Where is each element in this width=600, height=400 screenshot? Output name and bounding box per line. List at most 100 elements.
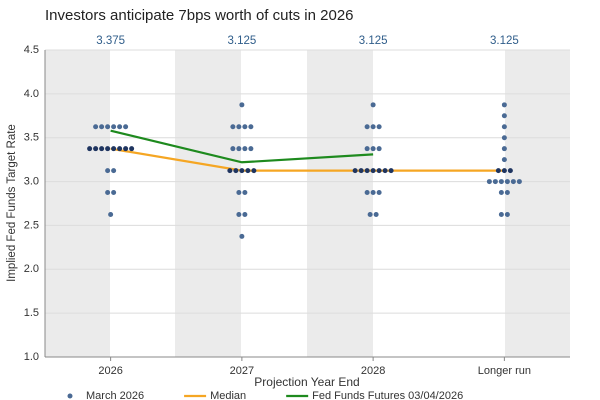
- dot: [370, 168, 376, 174]
- dot: [105, 168, 111, 174]
- dot: [501, 124, 507, 130]
- dot: [516, 179, 522, 185]
- y-axis-label: Implied Fed Funds Target Rate: [6, 124, 18, 282]
- x-tick-label: Longer run: [478, 365, 531, 377]
- dot: [492, 179, 498, 185]
- x-tick-label: 2026: [98, 365, 122, 377]
- median-label: 3.125: [227, 35, 256, 47]
- dot: [501, 102, 507, 108]
- dot: [376, 146, 382, 152]
- dot: [236, 146, 242, 152]
- dot: [364, 190, 370, 196]
- dot: [510, 179, 516, 185]
- dot: [105, 146, 111, 152]
- dot: [111, 168, 117, 174]
- dot: [236, 211, 242, 217]
- legend-swatch: [67, 393, 73, 399]
- dot: [504, 190, 510, 196]
- dot: [504, 179, 510, 185]
- dot: [501, 168, 507, 174]
- dot: [233, 168, 239, 174]
- dot: [230, 124, 236, 130]
- x-axis-label: Projection Year End: [254, 375, 359, 389]
- dot: [230, 146, 236, 152]
- band: [175, 50, 241, 357]
- dot: [105, 124, 111, 130]
- dot: [99, 124, 105, 130]
- dot: [93, 124, 99, 130]
- x-tick-label: 2028: [361, 365, 385, 377]
- dot: [236, 190, 242, 196]
- median-label: 3.125: [490, 35, 519, 47]
- dot: [486, 179, 492, 185]
- x-tick-label: 2027: [230, 365, 254, 377]
- dot: [111, 124, 117, 130]
- dot: [498, 190, 504, 196]
- dot: [382, 168, 388, 174]
- dot: [251, 168, 257, 174]
- y-tick-label: 1.5: [24, 307, 39, 319]
- y-tick-label: 2.5: [24, 219, 39, 231]
- dot: [117, 146, 123, 152]
- dot: [501, 157, 507, 163]
- y-tick-label: 3.5: [24, 132, 39, 144]
- dot: [352, 168, 358, 174]
- dot: [123, 146, 129, 152]
- dot: [242, 146, 248, 152]
- dot: [501, 146, 507, 152]
- dot: [227, 168, 233, 174]
- dot: [242, 124, 248, 130]
- band: [505, 50, 570, 357]
- dot: [501, 113, 507, 119]
- dot: [498, 211, 504, 217]
- chart-subtitle: Investors anticipate 7bps worth of cuts …: [45, 7, 354, 24]
- y-tick-label: 4.5: [24, 44, 39, 56]
- legend-label: March 2026: [86, 390, 144, 400]
- dot: [123, 124, 129, 130]
- dot: [507, 168, 513, 174]
- dot: [239, 168, 245, 174]
- dot: [111, 190, 117, 196]
- dot: [239, 102, 245, 108]
- dot: [236, 124, 242, 130]
- dot: [245, 168, 251, 174]
- dot: [239, 233, 245, 239]
- legend-label: Median: [210, 390, 246, 400]
- series-line: [110, 129, 374, 164]
- dot: [242, 190, 248, 196]
- dot: [364, 168, 370, 174]
- dot: [111, 146, 117, 152]
- dot: [364, 146, 370, 152]
- legend-label: Fed Funds Futures 03/04/2026: [312, 390, 463, 400]
- dot: [248, 124, 254, 130]
- dot: [242, 211, 248, 217]
- dot: [495, 168, 501, 174]
- dot: [376, 190, 382, 196]
- band: [307, 50, 373, 357]
- dot: [99, 146, 105, 152]
- dot: [108, 211, 114, 217]
- dot: [373, 211, 379, 217]
- series-line: [110, 147, 505, 172]
- dot: [117, 124, 123, 130]
- dot: [93, 146, 99, 152]
- dot: [501, 135, 507, 141]
- dot: [370, 102, 376, 108]
- y-tick-label: 1.0: [24, 351, 39, 363]
- dot: [129, 146, 135, 152]
- median-label: 3.125: [359, 35, 388, 47]
- dot: [358, 168, 364, 174]
- dot: [376, 168, 382, 174]
- dot: [367, 211, 373, 217]
- dot: [248, 146, 254, 152]
- median-label: 3.375: [96, 35, 125, 47]
- dot: [364, 124, 370, 130]
- dot: [504, 211, 510, 217]
- dot: [105, 190, 111, 196]
- dot: [87, 146, 93, 152]
- dot: [370, 124, 376, 130]
- dot: [498, 179, 504, 185]
- y-tick-label: 4.0: [24, 88, 39, 100]
- band: [45, 50, 110, 357]
